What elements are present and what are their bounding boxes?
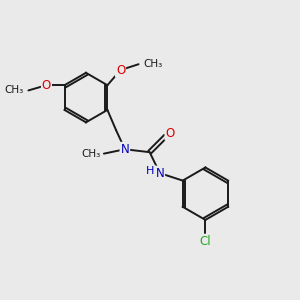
Text: O: O [116, 64, 125, 76]
Text: Cl: Cl [200, 235, 211, 248]
Text: H: H [146, 166, 155, 176]
Text: CH₃: CH₃ [4, 85, 23, 95]
Text: N: N [155, 167, 164, 180]
Text: O: O [42, 79, 51, 92]
Text: O: O [165, 127, 175, 140]
Text: CH₃: CH₃ [144, 59, 163, 69]
Text: N: N [121, 143, 129, 156]
Text: CH₃: CH₃ [81, 148, 101, 159]
